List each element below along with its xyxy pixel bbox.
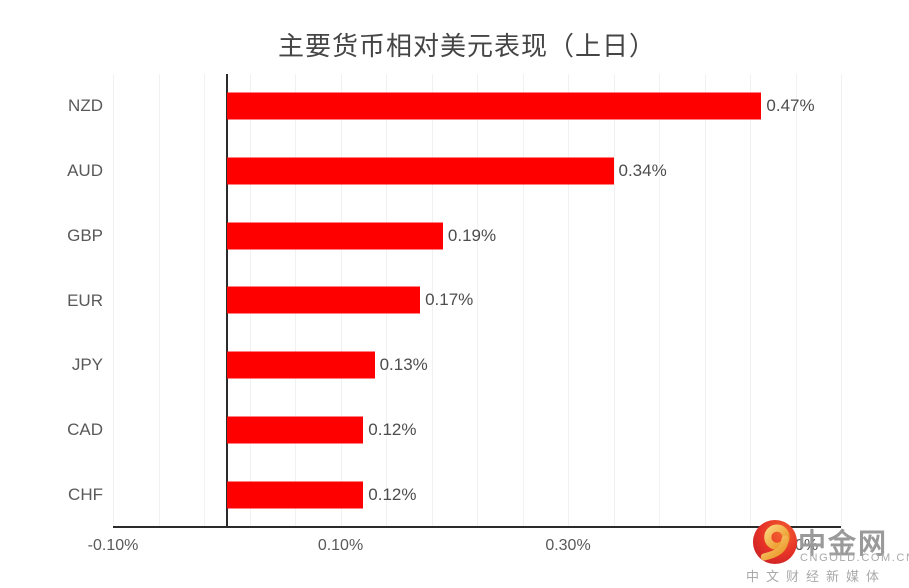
plot-area: 0.47% 0.34% 0.19% 0.17% 0.13% 0.12% 0.12% bbox=[113, 74, 842, 527]
bar-cad bbox=[226, 416, 364, 444]
gridline bbox=[113, 74, 114, 527]
gridline bbox=[477, 74, 478, 527]
watermark: 中金网 CNGOLD.COM.CN 中文财经新媒体 bbox=[744, 518, 909, 584]
bar-row: 0.12% bbox=[113, 398, 841, 463]
bar-row: 0.17% bbox=[113, 268, 841, 333]
category-label-aud: AUD bbox=[67, 161, 103, 181]
gridline bbox=[841, 74, 842, 527]
category-label-jpy: JPY bbox=[71, 355, 103, 375]
gridline bbox=[522, 74, 524, 527]
gridline bbox=[704, 74, 706, 527]
category-label-chf: CHF bbox=[68, 484, 103, 504]
cngold-logo-icon bbox=[752, 519, 798, 565]
x-tick-label: 0.10% bbox=[317, 537, 364, 554]
chart-title: 主要货币相对美元表现（上日） bbox=[277, 32, 657, 61]
x-tick-label: -0.10% bbox=[87, 537, 139, 554]
value-label-chf: 0.12% bbox=[368, 484, 417, 504]
value-label-jpy: 0.13% bbox=[379, 355, 428, 375]
bar-gbp bbox=[226, 222, 443, 250]
value-label-nzd: 0.47% bbox=[766, 96, 815, 116]
category-label-eur: EUR bbox=[67, 290, 103, 310]
gridline bbox=[568, 74, 569, 527]
value-label-eur: 0.17% bbox=[425, 290, 474, 310]
value-label-gbp: 0.19% bbox=[447, 225, 497, 245]
bar-row: 0.47% bbox=[113, 74, 841, 139]
gridline bbox=[750, 74, 751, 527]
category-label-nzd: NZD bbox=[68, 96, 103, 116]
x-axis-line bbox=[113, 526, 841, 528]
bar-row: 0.19% bbox=[113, 203, 841, 268]
bar-aud bbox=[226, 157, 614, 185]
gridline bbox=[613, 74, 615, 527]
bar-nzd bbox=[226, 92, 762, 120]
x-tick-label: 0.30% bbox=[545, 537, 591, 554]
category-label-gbp: GBP bbox=[67, 225, 103, 245]
watermark-tagline: 中文财经新媒体 bbox=[746, 569, 887, 584]
category-label-cad: CAD bbox=[67, 419, 103, 439]
gridline bbox=[431, 74, 433, 527]
bar-row: 0.12% bbox=[113, 462, 841, 527]
gridline bbox=[204, 74, 205, 527]
gridline bbox=[795, 74, 797, 527]
watermark-domain: CNGOLD.COM.CN bbox=[800, 552, 909, 564]
gridline bbox=[659, 74, 660, 527]
watermark-brand: 中金网 bbox=[798, 529, 889, 560]
bar-row: 0.34% bbox=[113, 139, 841, 204]
bar-eur bbox=[226, 286, 421, 314]
category-axis: NZD AUD GBP EUR JPY CAD CHF bbox=[0, 74, 103, 527]
value-label-aud: 0.34% bbox=[618, 161, 667, 181]
value-label-cad: 0.12% bbox=[368, 419, 417, 439]
bar-chf bbox=[226, 481, 364, 509]
gridline bbox=[158, 74, 160, 527]
bar-jpy bbox=[226, 351, 375, 379]
bar-row: 0.13% bbox=[113, 333, 841, 398]
